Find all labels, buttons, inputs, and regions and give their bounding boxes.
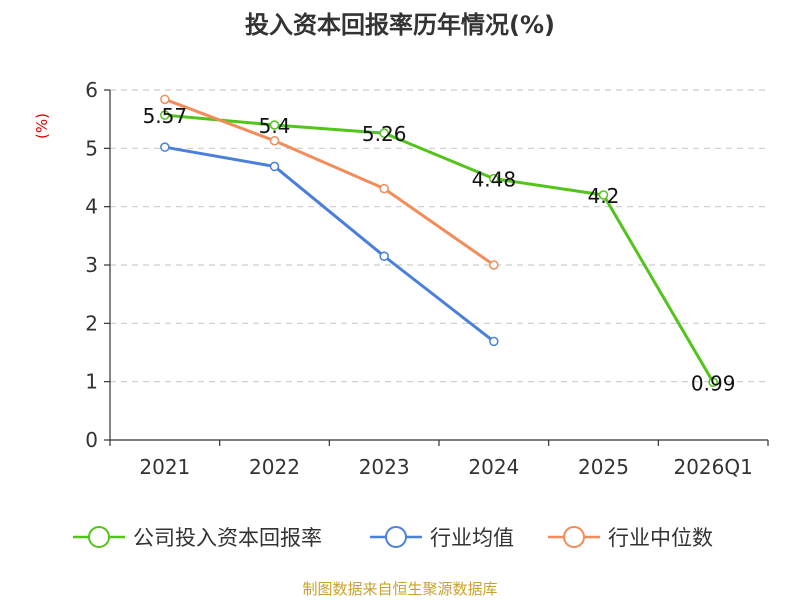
legend-label: 行业均值: [430, 526, 514, 550]
x-tick-label: 2021: [139, 455, 190, 479]
data-label: 5.26: [362, 122, 407, 146]
data-point[interactable]: [269, 161, 280, 172]
data-point[interactable]: [160, 110, 170, 120]
axes: 0 1 2 3 4 5 6 2021 2022 2023 2024 2025 2026Q1: [85, 78, 769, 479]
data-point[interactable]: [160, 142, 170, 152]
legend-marker: [385, 526, 407, 548]
data-point[interactable]: [379, 251, 389, 261]
legend-item-0[interactable]: 公司投入资本回报率: [73, 526, 322, 550]
y-tick-label: 5: [85, 136, 98, 160]
data-point[interactable]: [708, 377, 718, 387]
data-point[interactable]: [269, 136, 280, 146]
legend-label: 行业中位数: [608, 526, 713, 550]
y-tick-label: 1: [85, 370, 98, 394]
data-point[interactable]: [160, 94, 170, 105]
legend-marker: [563, 526, 585, 548]
series-line-2: [164, 97, 495, 267]
x-tick-label: 2024: [468, 455, 519, 479]
legend-item-1[interactable]: 行业均值: [370, 526, 514, 550]
data-label: 4.2: [588, 184, 620, 208]
series-line-1: [164, 145, 495, 343]
y-tick-label: 4: [85, 195, 98, 219]
data-point[interactable]: [489, 336, 499, 347]
series-line-0: [164, 113, 715, 384]
legend-label: 公司投入资本回报率: [133, 526, 322, 550]
data-point[interactable]: [489, 260, 499, 270]
data-point[interactable]: [598, 190, 609, 200]
x-tick-label: 2023: [359, 455, 410, 479]
data-label: 5.57: [143, 104, 188, 128]
grid-lines: [110, 89, 768, 383]
data-label: 4.48: [472, 168, 517, 192]
y-tick-label: 6: [85, 78, 98, 102]
legend[interactable]: 公司投入资本回报率 行业均值 行业中位数: [73, 526, 713, 550]
x-tick-label: 2026Q1: [673, 455, 752, 479]
series-lines: [160, 94, 718, 387]
data-point[interactable]: [379, 183, 389, 194]
y-tick-label: 3: [85, 253, 98, 277]
data-point[interactable]: [379, 128, 389, 138]
y-tick-label: 2: [85, 311, 98, 335]
y-tick-label: 0: [85, 428, 98, 452]
source-note: 制图数据来自恒生聚源数据库: [302, 580, 497, 598]
data-label: 5.4: [259, 114, 291, 138]
data-label: 0.99: [691, 371, 736, 395]
chart-title: 投入资本回报率历年情况(%): [245, 11, 555, 39]
data-point[interactable]: [269, 120, 280, 130]
legend-item-2[interactable]: 行业中位数: [548, 526, 713, 550]
x-tick-label: 2025: [578, 455, 629, 479]
x-tick-label: 2022: [249, 455, 300, 479]
legend-marker: [88, 526, 110, 548]
y-axis-label: (%): [33, 113, 51, 139]
data-point[interactable]: [489, 173, 499, 184]
data-labels: 5.57 5.4 5.26 4.48 4.2 0.99: [143, 104, 736, 395]
